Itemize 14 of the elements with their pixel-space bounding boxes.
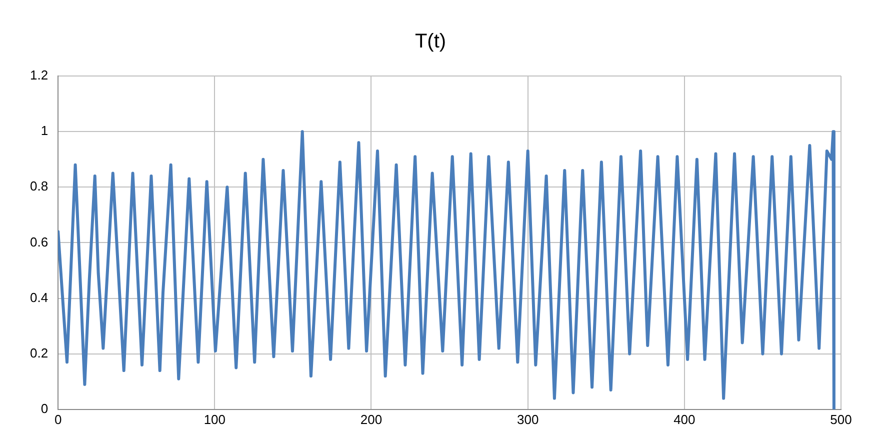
- y-tick-label: 1.2: [30, 68, 48, 83]
- y-tick-label: 1: [40, 123, 48, 138]
- x-tick-label: 0: [54, 412, 62, 427]
- y-tick-label: 0.8: [30, 178, 48, 194]
- chart-title: T(t): [414, 30, 446, 53]
- x-tick-label: 400: [674, 412, 696, 427]
- y-tick-label: 0: [40, 400, 48, 416]
- x-tick-label: 300: [516, 412, 539, 427]
- x-tick-label: 200: [360, 412, 382, 427]
- y-tick-label: 0.6: [30, 234, 48, 250]
- x-tick-label: 100: [204, 412, 226, 427]
- x-tick-label: 500: [830, 412, 852, 427]
- y-tick-label: 0.4: [30, 290, 48, 305]
- y-tick-label: 0.2: [30, 345, 48, 360]
